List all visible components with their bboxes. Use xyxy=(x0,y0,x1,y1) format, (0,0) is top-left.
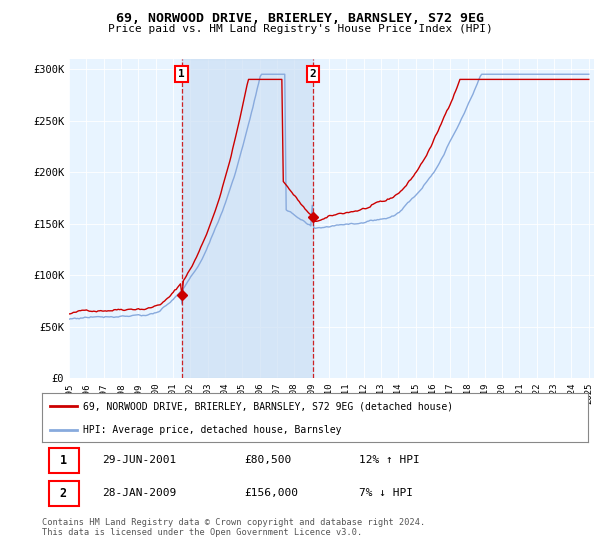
Text: 7% ↓ HPI: 7% ↓ HPI xyxy=(359,488,413,498)
Text: HPI: Average price, detached house, Barnsley: HPI: Average price, detached house, Barn… xyxy=(83,425,341,435)
Text: 69, NORWOOD DRIVE, BRIERLEY, BARNSLEY, S72 9EG (detached house): 69, NORWOOD DRIVE, BRIERLEY, BARNSLEY, S… xyxy=(83,402,453,412)
Bar xyxy=(49,481,79,506)
Text: 2: 2 xyxy=(60,487,67,500)
Text: £80,500: £80,500 xyxy=(244,455,291,465)
Bar xyxy=(49,448,79,473)
Text: 12% ↑ HPI: 12% ↑ HPI xyxy=(359,455,419,465)
Text: Price paid vs. HM Land Registry's House Price Index (HPI): Price paid vs. HM Land Registry's House … xyxy=(107,24,493,34)
Bar xyxy=(182,59,313,378)
Text: £156,000: £156,000 xyxy=(244,488,298,498)
Text: 1: 1 xyxy=(178,69,185,80)
Text: Contains HM Land Registry data © Crown copyright and database right 2024.
This d: Contains HM Land Registry data © Crown c… xyxy=(42,518,425,538)
Text: 1: 1 xyxy=(60,454,67,467)
Text: 2: 2 xyxy=(310,69,316,80)
Text: 69, NORWOOD DRIVE, BRIERLEY, BARNSLEY, S72 9EG: 69, NORWOOD DRIVE, BRIERLEY, BARNSLEY, S… xyxy=(116,12,484,25)
Text: 29-JUN-2001: 29-JUN-2001 xyxy=(102,455,176,465)
Text: 28-JAN-2009: 28-JAN-2009 xyxy=(102,488,176,498)
